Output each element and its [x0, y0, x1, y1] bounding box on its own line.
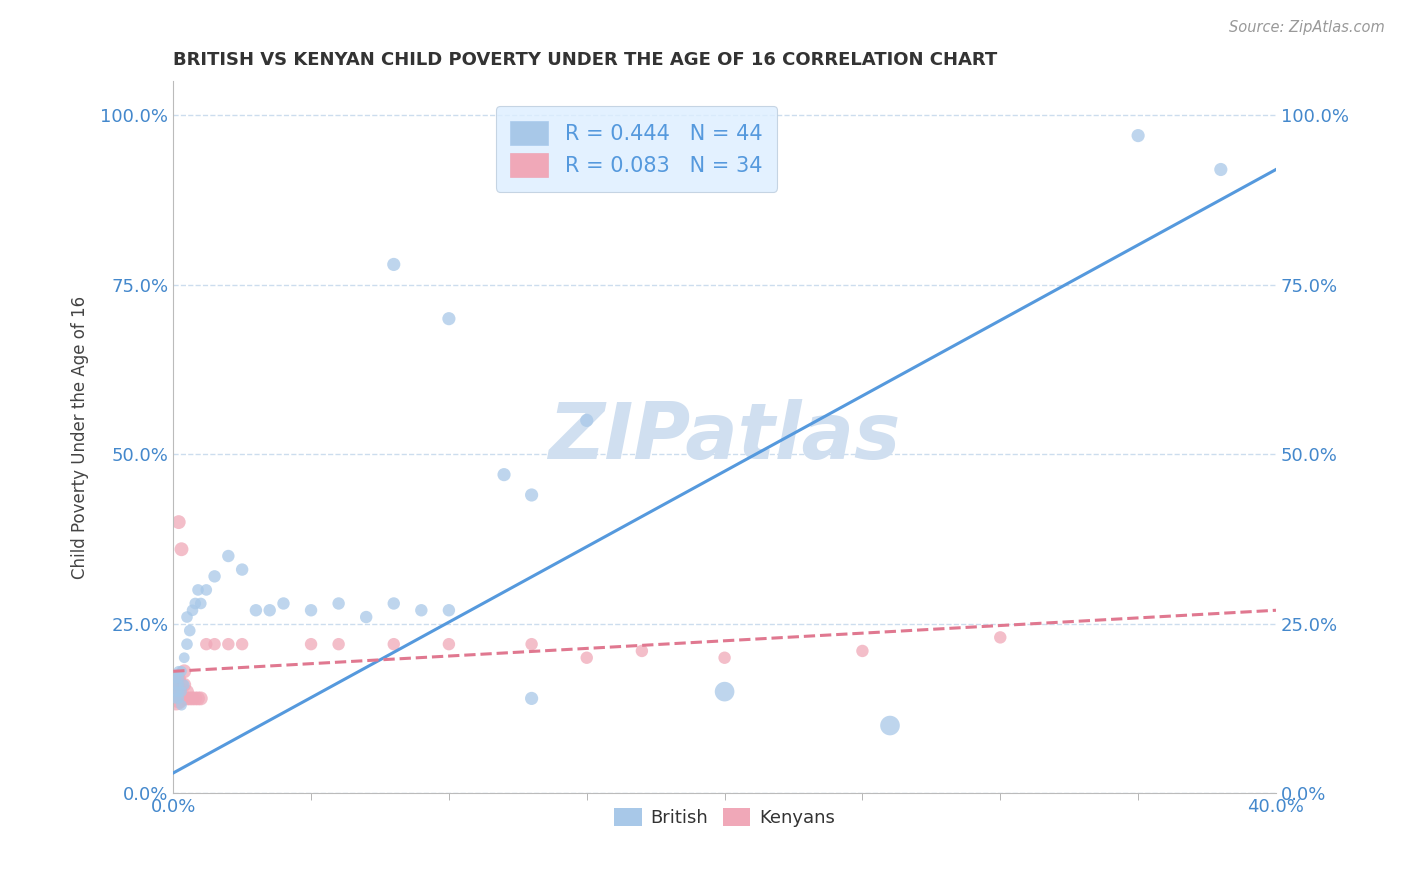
Point [382, 637, 405, 651]
Point [411, 603, 433, 617]
Point [187, 691, 209, 706]
Point [245, 603, 267, 617]
Point [1126, 128, 1149, 143]
Point [204, 569, 226, 583]
Point [631, 644, 654, 658]
Point [190, 597, 212, 611]
Point [382, 597, 405, 611]
Point [217, 549, 239, 563]
Text: BRITISH VS KENYAN CHILD POVERTY UNDER THE AGE OF 16 CORRELATION CHART: BRITISH VS KENYAN CHILD POVERTY UNDER TH… [173, 51, 997, 69]
Point [1209, 162, 1232, 177]
Point [165, 671, 187, 685]
Point [713, 650, 735, 665]
Point [575, 650, 598, 665]
Point [170, 665, 193, 679]
Point [173, 650, 195, 665]
Point [173, 678, 195, 692]
Point [173, 665, 195, 679]
Point [173, 678, 195, 692]
Point [437, 311, 460, 326]
Point [190, 691, 212, 706]
Point [231, 637, 253, 651]
Point [170, 698, 193, 713]
Point [231, 563, 253, 577]
Point [879, 718, 901, 732]
Point [167, 671, 190, 685]
Point [195, 582, 218, 597]
Point [165, 671, 187, 685]
Point [299, 637, 322, 651]
Point [382, 257, 405, 271]
Point [575, 413, 598, 427]
Point [167, 665, 190, 679]
Point [165, 691, 187, 706]
Point [179, 624, 201, 638]
Point [520, 691, 543, 706]
Point [165, 691, 187, 706]
Point [170, 691, 193, 706]
Point [195, 637, 218, 651]
Point [520, 637, 543, 651]
Point [165, 684, 187, 698]
Point [165, 678, 187, 692]
Point [176, 610, 198, 624]
Point [170, 542, 193, 557]
Point [851, 644, 873, 658]
Point [179, 691, 201, 706]
Point [184, 597, 207, 611]
Text: Source: ZipAtlas.com: Source: ZipAtlas.com [1229, 20, 1385, 35]
Point [299, 603, 322, 617]
Point [328, 597, 350, 611]
Point [328, 637, 350, 651]
Point [988, 631, 1011, 645]
Point [181, 603, 204, 617]
Point [176, 691, 198, 706]
Point [181, 691, 204, 706]
Point [184, 691, 207, 706]
Point [170, 684, 193, 698]
Point [273, 597, 295, 611]
Point [520, 488, 543, 502]
Point [204, 637, 226, 651]
Y-axis label: Child Poverty Under the Age of 16: Child Poverty Under the Age of 16 [72, 296, 89, 579]
Text: ZIPatlas: ZIPatlas [548, 400, 901, 475]
Point [165, 684, 187, 698]
Point [176, 684, 198, 698]
Point [187, 582, 209, 597]
Point [713, 684, 735, 698]
Point [217, 637, 239, 651]
Point [167, 684, 190, 698]
Legend: British, Kenyans: British, Kenyans [607, 800, 842, 834]
Point [259, 603, 281, 617]
Point [165, 678, 187, 692]
Point [176, 637, 198, 651]
Point [167, 691, 190, 706]
Point [167, 515, 190, 529]
Point [167, 684, 190, 698]
Point [167, 691, 190, 706]
Point [354, 610, 377, 624]
Point [437, 637, 460, 651]
Point [437, 603, 460, 617]
Point [167, 671, 190, 685]
Point [167, 678, 190, 692]
Point [492, 467, 515, 482]
Point [170, 678, 193, 692]
